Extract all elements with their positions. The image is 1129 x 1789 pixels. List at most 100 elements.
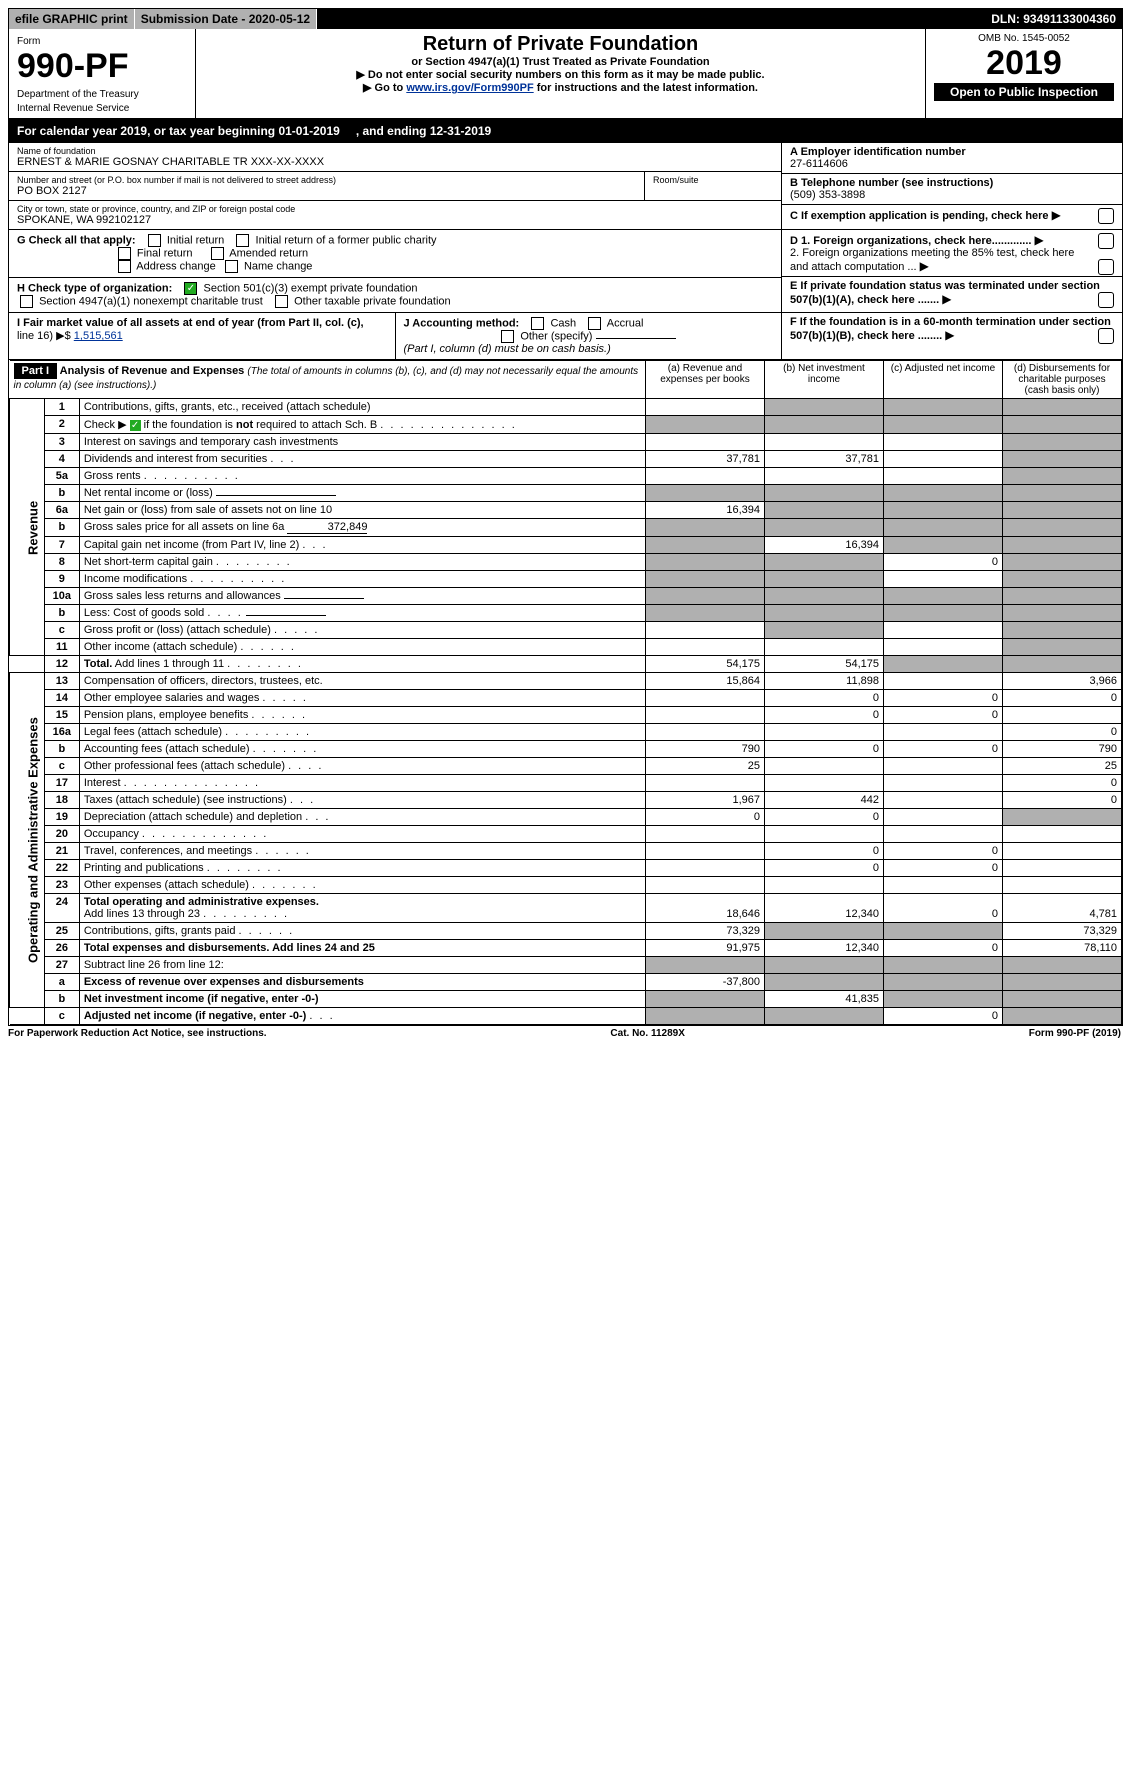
cash: Cash xyxy=(550,317,576,329)
tax-year: 2019 xyxy=(934,44,1114,83)
d1-checkbox[interactable] xyxy=(1098,233,1114,249)
d1-label: D 1. Foreign organizations, check here..… xyxy=(790,235,1031,247)
other-method: Other (specify) xyxy=(520,330,592,342)
row-27-num: 27 xyxy=(44,957,79,974)
other-method-checkbox[interactable] xyxy=(501,330,514,343)
amended-return-checkbox[interactable] xyxy=(211,247,224,260)
row-10a-num: 10a xyxy=(44,588,79,605)
cal-year-right: , and ending 12-31-2019 xyxy=(348,120,1122,142)
other-taxable: Other taxable private foundation xyxy=(294,295,451,307)
form-header: Form 990-PF Department of the Treasury I… xyxy=(9,29,1122,120)
calendar-year-row: For calendar year 2019, or tax year begi… xyxy=(9,120,1122,143)
row-21-c: 0 xyxy=(884,843,1003,860)
accrual-checkbox[interactable] xyxy=(588,317,601,330)
col-d: (d) Disbursements for charitable purpose… xyxy=(1003,361,1122,399)
f-cell: F If the foundation is in a 60-month ter… xyxy=(781,313,1122,359)
row-16b-a: 790 xyxy=(646,741,765,758)
f-checkbox[interactable] xyxy=(1098,328,1114,344)
row-16a-desc: Legal fees (attach schedule) . . . . . .… xyxy=(79,724,645,741)
row-26-b: 12,340 xyxy=(765,940,884,957)
row-9-num: 9 xyxy=(44,571,79,588)
row-24-num: 24 xyxy=(44,894,79,923)
submission-date: Submission Date - 2020-05-12 xyxy=(135,9,317,29)
row-27c-c: 0 xyxy=(884,1008,1003,1025)
row-7-num: 7 xyxy=(44,537,79,554)
instructions-link[interactable]: www.irs.gov/Form990PF xyxy=(406,82,533,94)
amended-return: Amended return xyxy=(229,247,308,259)
final-return-checkbox[interactable] xyxy=(118,247,131,260)
row-22-desc: Printing and publications . . . . . . . … xyxy=(79,860,645,877)
row-27a-num: a xyxy=(44,974,79,991)
row-19-a: 0 xyxy=(646,809,765,826)
row-27a-desc: Excess of revenue over expenses and disb… xyxy=(79,974,645,991)
row-3-desc: Interest on savings and temporary cash i… xyxy=(79,434,645,451)
entity-info: Name of foundation ERNEST & MARIE GOSNAY… xyxy=(9,143,1122,230)
row-27b-num: b xyxy=(44,991,79,1008)
cash-checkbox[interactable] xyxy=(531,317,544,330)
j-label: J Accounting method: xyxy=(404,317,520,329)
row-4-b: 37,781 xyxy=(765,451,884,468)
name-change-checkbox[interactable] xyxy=(225,260,238,273)
row-5a-desc: Gross rents . . . . . . . . . . xyxy=(79,468,645,485)
ein-label: A Employer identification number xyxy=(790,146,1114,158)
row-19-b: 0 xyxy=(765,809,884,826)
row-23-desc: Other expenses (attach schedule) . . . .… xyxy=(79,877,645,894)
fmv-link[interactable]: 1,515,561 xyxy=(74,330,123,342)
row-10c-desc: Gross profit or (loss) (attach schedule)… xyxy=(79,622,645,639)
gh-left: G Check all that apply: Initial return I… xyxy=(9,230,781,312)
row-27a-a: -37,800 xyxy=(646,974,765,991)
row-27b-b: 41,835 xyxy=(765,991,884,1008)
d-e-right: D 1. Foreign organizations, check here..… xyxy=(781,230,1122,312)
footer-mid: Cat. No. 11289X xyxy=(610,1028,684,1039)
form-number-block: Form 990-PF Department of the Treasury I… xyxy=(9,29,196,118)
omb-number: OMB No. 1545-0052 xyxy=(934,33,1114,44)
final-return: Final return xyxy=(137,247,193,259)
address-change-checkbox[interactable] xyxy=(118,260,131,273)
row-25-a: 73,329 xyxy=(646,923,765,940)
sch-b-checkbox[interactable]: ✓ xyxy=(130,420,141,431)
row-26-desc: Total expenses and disbursements. Add li… xyxy=(79,940,645,957)
initial-return: Initial return xyxy=(167,234,224,246)
row-18-desc: Taxes (attach schedule) (see instruction… xyxy=(79,792,645,809)
top-bar: efile GRAPHIC print Submission Date - 20… xyxy=(9,9,1122,29)
ein-value: 27-6114606 xyxy=(790,158,1114,170)
row-16b-d: 790 xyxy=(1003,741,1122,758)
row-12-b: 54,175 xyxy=(765,656,884,673)
g-label: G Check all that apply: xyxy=(17,234,136,246)
row-8-c: 0 xyxy=(884,554,1003,571)
row-7-b: 16,394 xyxy=(765,537,884,554)
row-14-desc: Other employee salaries and wages . . . … xyxy=(79,690,645,707)
s501c3-checkbox[interactable]: ✓ xyxy=(184,282,197,295)
other-taxable-checkbox[interactable] xyxy=(275,295,288,308)
row-13-num: 13 xyxy=(44,673,79,690)
s4947-checkbox[interactable] xyxy=(20,295,33,308)
address-label: Number and street (or P.O. box number if… xyxy=(17,175,636,185)
h-row: H Check type of organization: ✓ Section … xyxy=(9,278,781,312)
entity-left: Name of foundation ERNEST & MARIE GOSNAY… xyxy=(9,143,781,229)
row-8-num: 8 xyxy=(44,554,79,571)
row-11-desc: Other income (attach schedule) . . . . .… xyxy=(79,639,645,656)
row-24-desc: Total operating and administrative expen… xyxy=(79,894,645,923)
row-2-num: 2 xyxy=(44,416,79,434)
initial-return-checkbox[interactable] xyxy=(148,234,161,247)
exemption-checkbox[interactable] xyxy=(1098,208,1114,224)
row-14-d: 0 xyxy=(1003,690,1122,707)
row-6a-a: 16,394 xyxy=(646,502,765,519)
row-20-num: 20 xyxy=(44,826,79,843)
row-18-num: 18 xyxy=(44,792,79,809)
page-footer: For Paperwork Reduction Act Notice, see … xyxy=(8,1026,1121,1041)
row-18-a: 1,967 xyxy=(646,792,765,809)
form-label: Form xyxy=(17,36,40,47)
efile-print-button[interactable]: efile GRAPHIC print xyxy=(9,9,135,29)
dept-1: Department of the Treasury xyxy=(17,89,139,100)
row-27-desc: Subtract line 26 from line 12: xyxy=(79,957,645,974)
exemption-cell: C If exemption application is pending, c… xyxy=(782,205,1122,225)
e-checkbox[interactable] xyxy=(1098,292,1114,308)
d2-checkbox[interactable] xyxy=(1098,259,1114,275)
initial-former-checkbox[interactable] xyxy=(236,234,249,247)
row-6a-num: 6a xyxy=(44,502,79,519)
other-specify-input[interactable] xyxy=(596,338,676,339)
row-19-desc: Depreciation (attach schedule) and deple… xyxy=(79,809,645,826)
row-13-b: 11,898 xyxy=(765,673,884,690)
exemption-label: C If exemption application is pending, c… xyxy=(790,210,1049,222)
